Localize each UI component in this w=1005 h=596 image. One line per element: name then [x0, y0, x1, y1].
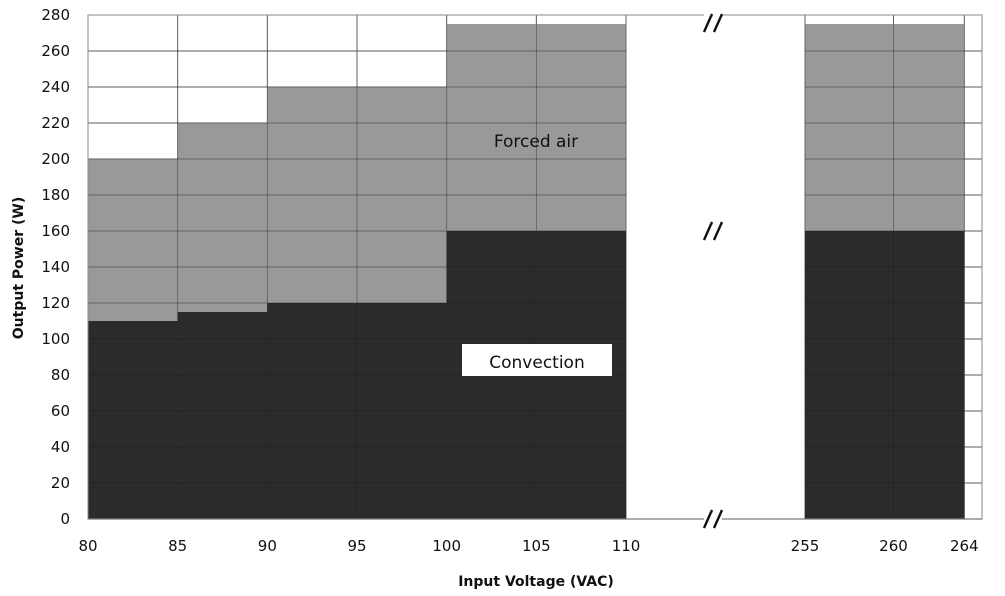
chart-areas — [88, 24, 965, 519]
y-tick-label-8: 160 — [41, 222, 70, 240]
x-tick-labels: 80 85 90 95 100 105 110 255 260 264 — [78, 537, 978, 555]
axis-break-mark-b-2 — [712, 509, 724, 529]
y-tick-labels: 0 20 40 60 80 100 120 140 160 180 200 220 240 260 280 — [41, 6, 70, 528]
x-tick-label-5: 105 — [522, 537, 551, 555]
area-convection-0 — [88, 321, 178, 519]
axis-break-mark-bg-0 — [704, 13, 722, 33]
axis-break-gap — [87, 14, 982, 520]
x-tick-label-4: 100 — [432, 537, 461, 555]
axis-break-mark-a-0 — [702, 13, 714, 33]
axis-break-mark-a-2 — [702, 509, 714, 529]
x-tick-label-2: 90 — [258, 537, 277, 555]
y-tick-label-2: 40 — [51, 438, 70, 456]
x-axis-title: Input Voltage (VAC) — [458, 574, 614, 590]
axis-break-mark-a-1 — [702, 221, 714, 241]
series-label-forced-air: Forced air — [494, 132, 578, 152]
series-label-convection-background — [462, 344, 612, 376]
y-tick-label-12: 240 — [41, 78, 70, 96]
series-annotations: Forced air Convection — [462, 132, 612, 376]
x-tick-label-3: 95 — [347, 537, 366, 555]
x-tick-label-8: 260 — [879, 537, 908, 555]
axis-break-mark-b-1 — [712, 221, 724, 241]
y-tick-label-5: 100 — [41, 330, 70, 348]
y-tick-label-11: 220 — [41, 114, 70, 132]
y-tick-label-6: 120 — [41, 294, 70, 312]
y-tick-label-9: 180 — [41, 186, 70, 204]
y-axis-title: Output Power (W) — [11, 197, 27, 339]
y-tick-label-1: 20 — [51, 474, 70, 492]
axis-break-blank — [626, 15, 805, 519]
x-tick-label-0: 80 — [78, 537, 97, 555]
y-tick-label-4: 80 — [51, 366, 70, 384]
y-tick-label-14: 280 — [41, 6, 70, 24]
axis-break-mark-bg-1 — [704, 221, 722, 241]
x-tick-label-7: 255 — [791, 537, 820, 555]
y-tick-label-3: 60 — [51, 402, 70, 420]
series-label-convection: Convection — [489, 353, 584, 373]
y-tick-label-10: 200 — [41, 150, 70, 168]
axis-break-marks — [702, 13, 724, 529]
y-tick-label-0: 0 — [60, 510, 70, 528]
plot-frame — [87, 14, 983, 520]
axis-break-mark-bg-2 — [704, 509, 722, 529]
y-tick-label-13: 260 — [41, 42, 70, 60]
area-convection-1 — [177, 312, 268, 519]
x-tick-label-1: 85 — [168, 537, 187, 555]
axis-break-mark-b-0 — [712, 13, 724, 33]
x-tick-label-6: 110 — [612, 537, 641, 555]
x-tick-label-9: 264 — [950, 537, 979, 555]
y-tick-label-7: 140 — [41, 258, 70, 276]
